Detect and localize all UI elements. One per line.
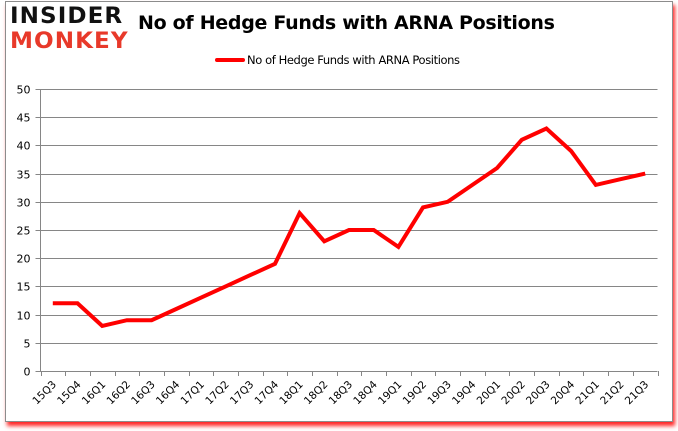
- x-tick-label: 17Q3: [228, 379, 257, 408]
- legend-line-swatch-icon: [215, 58, 245, 62]
- y-tick-label: 15: [17, 281, 31, 294]
- x-tick-label: 16Q1: [80, 379, 109, 408]
- x-tick-label: 20Q3: [524, 379, 553, 408]
- x-tick-label: 21Q3: [623, 379, 652, 408]
- y-tick-label: 10: [17, 310, 31, 323]
- x-tick-label: 20Q4: [549, 378, 578, 407]
- y-axis-labels: 0 5 10 15 20 25 30 35 40 45 50: [17, 84, 31, 379]
- x-tick-label: 18Q2: [302, 379, 331, 408]
- x-tick-label: 21Q2: [598, 379, 627, 408]
- series-line: [52, 126, 646, 329]
- x-tick-label: 15Q4: [55, 378, 84, 407]
- logo-line-1: INSIDER: [10, 4, 124, 29]
- x-tick-label: 18Q1: [277, 379, 306, 408]
- x-tick-label: 17Q1: [179, 379, 208, 408]
- x-tick-label: 16Q3: [129, 379, 158, 408]
- x-tick-label: 16Q4: [154, 378, 183, 407]
- legend-label: No of Hedge Funds with ARNA Positions: [247, 53, 460, 67]
- x-axis-labels: 15Q315Q416Q116Q216Q316Q417Q117Q217Q317Q4…: [30, 378, 651, 407]
- chart-legend: No of Hedge Funds with ARNA Positions: [215, 53, 460, 67]
- y-tick-label: 20: [17, 253, 31, 266]
- y-tick-label: 0: [24, 366, 31, 379]
- chart-frame: [5, 1, 673, 422]
- insider-monkey-logo: INSIDER MONKEY: [10, 5, 128, 53]
- x-tick-label: 19Q1: [376, 379, 405, 408]
- y-tick-label: 50: [17, 84, 31, 97]
- x-tick-label: 16Q2: [104, 379, 133, 408]
- y-tick-label: 30: [17, 197, 31, 210]
- x-tick-label: 18Q3: [327, 379, 356, 408]
- x-tick-label: 18Q4: [351, 378, 380, 407]
- y-tick-label: 45: [17, 112, 31, 125]
- x-tick-label: 17Q4: [253, 378, 282, 407]
- x-tick-label: 20Q1: [475, 379, 504, 408]
- x-tick-label: 19Q2: [401, 379, 430, 408]
- x-tick-label: 19Q3: [425, 379, 454, 408]
- chart-title: No of Hedge Funds with ARNA Positions: [138, 12, 555, 34]
- y-tick-label: 5: [24, 338, 31, 351]
- x-tick-label: 19Q4: [450, 378, 479, 407]
- y-tick-label: 40: [17, 140, 31, 153]
- y-tick-label: 35: [17, 169, 31, 182]
- y-tick-label: 25: [17, 225, 31, 238]
- x-tick-label: 21Q1: [573, 379, 602, 408]
- x-axis: [40, 89, 659, 376]
- x-tick-label: 15Q3: [30, 379, 59, 408]
- gridlines: [35, 89, 658, 372]
- logo-line-2: MONKEY: [10, 29, 129, 54]
- x-tick-label: 20Q2: [499, 379, 528, 408]
- x-tick-label: 17Q2: [203, 379, 232, 408]
